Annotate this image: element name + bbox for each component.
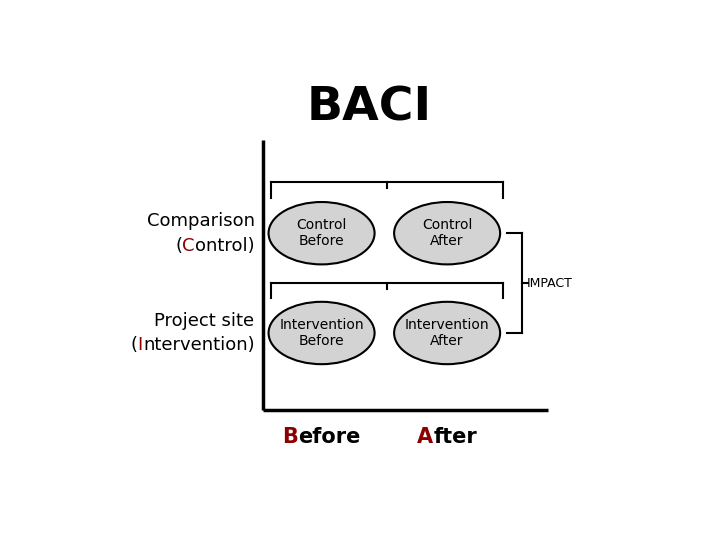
Text: IMPACT: IMPACT bbox=[526, 276, 572, 289]
Text: A: A bbox=[417, 427, 433, 447]
Text: Control
After: Control After bbox=[422, 218, 472, 248]
Text: ntervention): ntervention) bbox=[143, 336, 255, 354]
Text: BACI: BACI bbox=[307, 85, 431, 131]
Text: fter: fter bbox=[433, 427, 477, 447]
Text: Intervention
After: Intervention After bbox=[405, 318, 490, 348]
Ellipse shape bbox=[269, 202, 374, 265]
Text: I: I bbox=[138, 336, 143, 354]
Text: B: B bbox=[282, 427, 298, 447]
Ellipse shape bbox=[269, 302, 374, 364]
Text: Comparison: Comparison bbox=[147, 212, 255, 230]
Text: Control
Before: Control Before bbox=[297, 218, 347, 248]
Text: C: C bbox=[182, 237, 195, 255]
Text: ontrol): ontrol) bbox=[195, 237, 255, 255]
Ellipse shape bbox=[394, 302, 500, 364]
Text: Project site: Project site bbox=[155, 312, 255, 329]
Text: Intervention
Before: Intervention Before bbox=[279, 318, 364, 348]
Text: efore: efore bbox=[298, 427, 361, 447]
Text: (: ( bbox=[131, 336, 138, 354]
Text: (: ( bbox=[176, 237, 182, 255]
Ellipse shape bbox=[394, 202, 500, 265]
